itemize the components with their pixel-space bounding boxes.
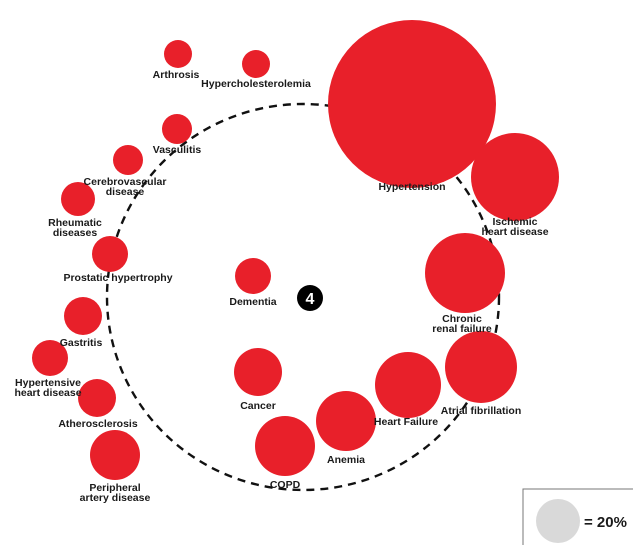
label-rheumatic: Rheumatic diseases: [48, 217, 102, 239]
legend: = 20%: [522, 488, 633, 545]
label-line: Hypertension: [378, 181, 445, 193]
label-anemia: Anemia: [327, 454, 365, 466]
bubble-afib: [445, 331, 517, 403]
legend-label: = 20%: [584, 514, 627, 531]
label-hypertension: Hypertension: [378, 181, 445, 193]
dashed-ring: [105, 102, 501, 492]
label-hyperchol: Hypercholesterolemia: [201, 78, 311, 90]
label-line: heart disease: [14, 387, 81, 399]
legend-bubble: [536, 499, 580, 543]
label-line: Chronic: [442, 313, 482, 325]
center-badge: 4: [297, 285, 323, 311]
bubble-prostatic: [92, 236, 128, 272]
bubble-peripheral: [90, 430, 140, 480]
bubble-copd: [255, 416, 315, 476]
bubble-vasculitis: [162, 114, 192, 144]
label-peripheral: Peripheral artery disease: [80, 482, 151, 504]
bubble-rheumatic: [61, 182, 95, 216]
bubble-ischemic: [471, 133, 559, 221]
bubble-hypertension: [328, 20, 496, 188]
label-athero: Atherosclerosis: [58, 418, 138, 430]
label-line: Rheumatic: [48, 217, 102, 229]
label-line: heart disease: [481, 226, 548, 238]
label-line: renal failure: [432, 323, 492, 335]
label-line: Hypertensive: [15, 377, 81, 389]
label-line: Gastritis: [60, 337, 103, 349]
bubble-dementia: [235, 258, 271, 294]
bubble-renal: [425, 233, 505, 313]
label-ischemic: Ischemic heart disease: [481, 216, 548, 238]
label-line: disease: [106, 186, 145, 198]
label-line: Heart Failure: [374, 416, 438, 428]
label-line: Arthrosis: [153, 69, 200, 81]
label-arthrosis: Arthrosis: [153, 69, 200, 81]
label-line: Anemia: [327, 454, 365, 466]
label-line: Atherosclerosis: [58, 418, 138, 430]
label-vasculitis: Vasculitis: [153, 144, 202, 156]
label-line: Ischemic: [493, 216, 538, 228]
label-line: COPD: [270, 479, 301, 491]
label-line: Vasculitis: [153, 144, 202, 156]
label-afib: Atrial fibrillation: [441, 405, 522, 417]
label-heartfailure: Heart Failure: [374, 416, 438, 428]
label-copd: COPD: [270, 479, 301, 491]
bubble-athero: [78, 379, 116, 417]
center-badge-number: 4: [306, 291, 315, 308]
bubble-heartfailure: [375, 352, 441, 418]
label-prostatic: Prostatic hypertrophy: [63, 272, 172, 284]
label-line: Cerebrovascular: [84, 176, 167, 188]
label-line: diseases: [53, 227, 98, 239]
bubble-gastritis: [64, 297, 102, 335]
label-line: Prostatic hypertrophy: [63, 272, 172, 284]
label-line: Atrial fibrillation: [441, 405, 522, 417]
label-line: artery disease: [80, 492, 151, 504]
label-dementia: Dementia: [229, 296, 276, 308]
label-cerebro: Cerebrovascular disease: [84, 176, 167, 198]
label-gastritis: Gastritis: [60, 337, 103, 349]
bubble-anemia: [316, 391, 376, 451]
bubble-hyperchol: [242, 50, 270, 78]
bubble-arthrosis: [164, 40, 192, 68]
label-line: Dementia: [229, 296, 276, 308]
label-line: Cancer: [240, 400, 276, 412]
label-hypertensive: Hypertensive heart disease: [14, 377, 81, 399]
bubble-cancer: [234, 348, 282, 396]
label-renal: Chronic renal failure: [432, 313, 492, 335]
label-line: Peripheral: [89, 482, 140, 494]
bubble-cerebro: [113, 145, 143, 175]
label-line: Hypercholesterolemia: [201, 78, 311, 90]
bubble-hypertensive: [32, 340, 68, 376]
label-cancer: Cancer: [240, 400, 276, 412]
